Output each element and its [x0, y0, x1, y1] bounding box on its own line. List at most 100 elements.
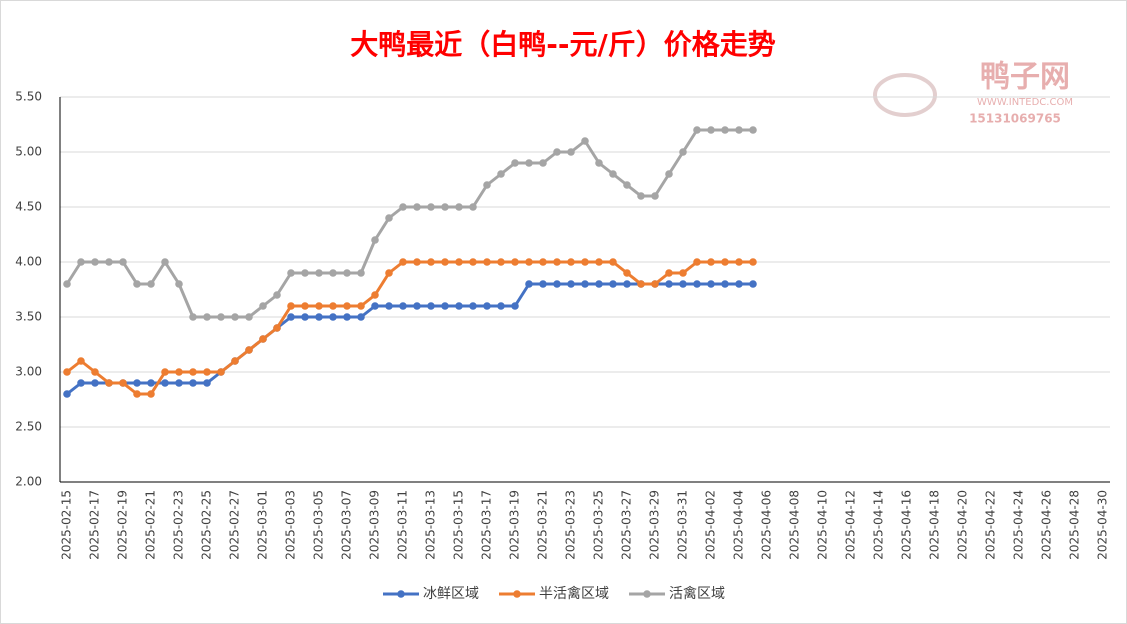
data-point — [161, 379, 169, 387]
data-point — [483, 258, 491, 266]
x-tick-label: 2025-03-09 — [368, 490, 382, 560]
data-point — [161, 368, 169, 376]
x-tick-label: 2025-03-15 — [452, 490, 466, 560]
x-tick-label: 2025-03-29 — [648, 490, 662, 560]
data-point — [175, 280, 183, 288]
data-point — [441, 258, 449, 266]
data-point — [161, 258, 169, 266]
x-tick-label: 2025-03-27 — [620, 490, 634, 560]
data-point — [427, 302, 435, 310]
data-point — [735, 258, 743, 266]
chart-title: 大鸭最近（白鸭--元/斤）价格走势 — [350, 28, 775, 61]
data-point — [203, 313, 211, 321]
data-point — [497, 302, 505, 310]
data-point — [749, 126, 757, 134]
y-tick-label: 5.00 — [15, 145, 42, 159]
data-point — [651, 280, 659, 288]
data-point — [273, 291, 281, 299]
data-point — [567, 148, 575, 156]
x-tick-label: 2025-03-01 — [256, 490, 270, 560]
data-point — [511, 159, 519, 167]
data-point — [371, 236, 379, 244]
data-point — [287, 302, 295, 310]
x-tick-label: 2025-03-05 — [312, 490, 326, 560]
data-point — [413, 302, 421, 310]
x-tick-label: 2025-03-19 — [508, 490, 522, 560]
data-point — [385, 269, 393, 277]
data-point — [525, 159, 533, 167]
x-tick-label: 2025-02-25 — [200, 490, 214, 560]
data-point — [511, 302, 519, 310]
x-tick-label: 2025-03-31 — [676, 490, 690, 560]
data-point — [259, 335, 267, 343]
data-point — [455, 258, 463, 266]
data-point — [91, 258, 99, 266]
data-point — [91, 379, 99, 387]
x-tick-label: 2025-03-03 — [284, 490, 298, 560]
data-point — [329, 269, 337, 277]
data-point — [539, 159, 547, 167]
y-tick-label: 2.00 — [15, 475, 42, 489]
data-point — [707, 126, 715, 134]
data-point — [399, 203, 407, 211]
data-point — [105, 258, 113, 266]
data-point — [525, 280, 533, 288]
data-point — [539, 258, 547, 266]
data-point — [721, 258, 729, 266]
data-point — [231, 313, 239, 321]
data-point — [301, 313, 309, 321]
data-point — [511, 258, 519, 266]
x-tick-label: 2025-04-24 — [1012, 490, 1026, 560]
data-point — [455, 203, 463, 211]
x-tick-label: 2025-02-17 — [88, 490, 102, 560]
data-point — [679, 269, 687, 277]
legend-item: 活禽区域 — [629, 585, 725, 602]
data-point — [679, 280, 687, 288]
x-tick-label: 2025-04-14 — [872, 490, 886, 560]
x-tick-label: 2025-03-17 — [480, 490, 494, 560]
data-point — [203, 379, 211, 387]
data-point — [301, 269, 309, 277]
data-point — [721, 280, 729, 288]
x-tick-label: 2025-03-13 — [424, 490, 438, 560]
data-point — [665, 269, 673, 277]
data-point — [371, 302, 379, 310]
x-tick-label: 2025-02-21 — [144, 490, 158, 560]
data-point — [273, 324, 281, 332]
data-point — [203, 368, 211, 376]
data-point — [175, 368, 183, 376]
x-tick-label: 2025-04-16 — [900, 490, 914, 560]
legend-marker — [513, 590, 521, 598]
data-point — [581, 137, 589, 145]
x-tick-label: 2025-04-10 — [816, 490, 830, 560]
legend-label: 活禽区域 — [669, 585, 725, 602]
data-point — [469, 302, 477, 310]
data-point — [245, 313, 253, 321]
data-point — [623, 280, 631, 288]
data-point — [189, 313, 197, 321]
data-point — [343, 269, 351, 277]
data-point — [595, 159, 603, 167]
x-tick-label: 2025-04-18 — [928, 490, 942, 560]
data-point — [637, 280, 645, 288]
data-point — [707, 258, 715, 266]
data-point — [441, 203, 449, 211]
data-point — [189, 379, 197, 387]
x-tick-label: 2025-02-27 — [228, 490, 242, 560]
data-point — [707, 280, 715, 288]
data-point — [735, 126, 743, 134]
legend-label: 冰鲜区域 — [423, 586, 479, 602]
data-point — [357, 269, 365, 277]
data-point — [91, 368, 99, 376]
y-tick-label: 3.50 — [15, 310, 42, 324]
data-point — [609, 170, 617, 178]
data-point — [217, 368, 225, 376]
data-point — [609, 258, 617, 266]
watermark: 鸭子网 WWW.INTEDC.COM 15131069765 — [873, 60, 1073, 126]
data-point — [371, 291, 379, 299]
data-point — [399, 302, 407, 310]
data-point — [665, 280, 673, 288]
data-point — [329, 313, 337, 321]
x-tick-label: 2025-03-07 — [340, 490, 354, 560]
